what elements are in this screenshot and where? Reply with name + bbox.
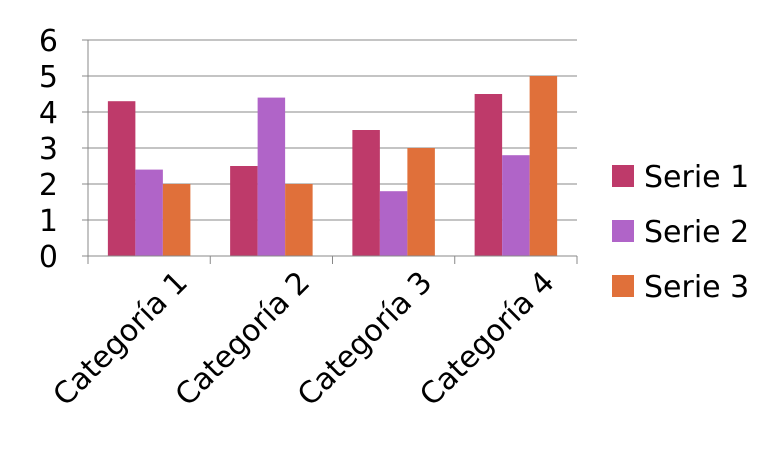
bar-3-3 [407, 148, 435, 256]
y-tick-label: 6 [39, 24, 58, 59]
bar-1-3 [352, 130, 380, 256]
axes [82, 39, 578, 264]
bar-1-4 [474, 94, 503, 256]
y-tick-label: 3 [39, 132, 58, 167]
bar-2-2 [257, 97, 286, 256]
y-tick-label: 0 [39, 240, 58, 275]
bar-3-2 [285, 184, 313, 256]
bar-3-4 [529, 76, 558, 256]
y-tick-label: 1 [39, 204, 58, 239]
bars [107, 76, 558, 256]
y-tick-label: 4 [39, 96, 58, 131]
legend: Serie 1 Serie 2 Serie 3 [612, 160, 749, 305]
legend-label: Serie 2 [644, 215, 749, 250]
legend-label: Serie 1 [644, 160, 749, 195]
legend-swatch [612, 220, 634, 242]
bar-1-2 [230, 166, 258, 256]
bar-2-3 [379, 191, 408, 256]
legend-swatch [612, 275, 634, 297]
legend-label: Serie 3 [644, 270, 749, 305]
bar-1-1 [107, 101, 136, 256]
bar-2-4 [502, 155, 530, 256]
y-tick-label: 2 [39, 168, 58, 203]
legend-swatch [612, 165, 634, 187]
bar-3-1 [162, 184, 191, 256]
y-tick-label: 5 [39, 60, 58, 95]
bar-2-1 [135, 169, 163, 256]
